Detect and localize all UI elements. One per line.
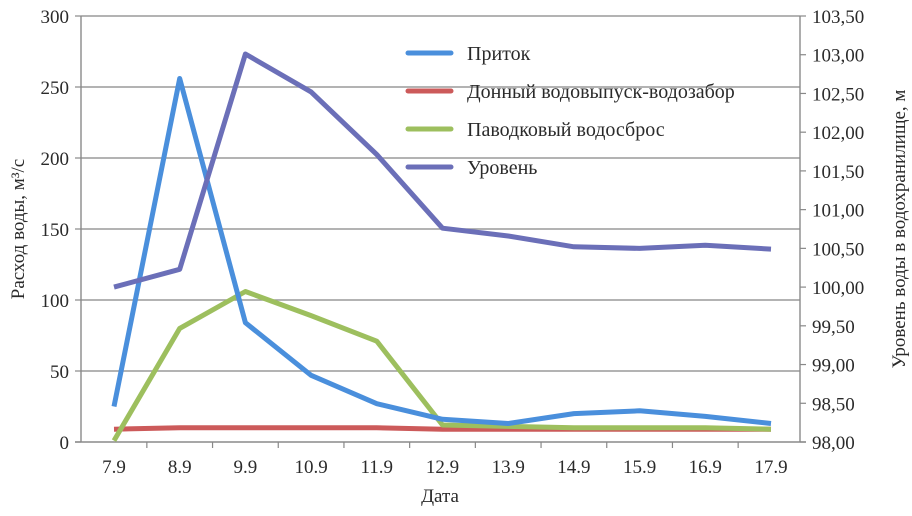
legend-item: Приток xyxy=(405,43,531,65)
y-right-tick-label: 100,50 xyxy=(812,239,864,260)
y-right-tick-label: 102,50 xyxy=(812,84,864,105)
y-tick-label: 250 xyxy=(41,78,70,99)
legend-label: Приток xyxy=(467,43,531,65)
x-tick-label: 13.9 xyxy=(492,457,525,478)
series-lines xyxy=(111,51,772,442)
legend-label: Паводковый водосброс xyxy=(467,119,665,141)
y-right-tick-label: 103,00 xyxy=(812,46,864,67)
x-tick-label: 16.9 xyxy=(689,457,722,478)
legend-item: Паводковый водосброс xyxy=(405,119,665,141)
y-axis-right-label: Уровень воды в водохранилище, м xyxy=(889,90,910,369)
series-line-4 xyxy=(113,51,772,290)
series-line-3 xyxy=(111,289,772,442)
y-tick-label: 200 xyxy=(41,149,70,170)
legend-item: Донный водовыпуск-водозабор xyxy=(405,81,735,103)
x-tick-label: 12.9 xyxy=(426,457,459,478)
gridlines xyxy=(81,15,800,372)
x-tick-label: 15.9 xyxy=(623,457,656,478)
y-tick-label: 100 xyxy=(41,291,70,312)
x-tick-label: 14.9 xyxy=(557,457,590,478)
x-tick-label: 8.9 xyxy=(168,457,192,478)
y-right-tick-label: 98,00 xyxy=(812,433,855,454)
y-tick-label: 50 xyxy=(50,362,69,383)
y-right-tick-label: 98,50 xyxy=(812,394,855,415)
legend-item: Уровень xyxy=(405,157,537,179)
x-tick-label: 17.9 xyxy=(754,457,787,478)
y-right-tick-label: 102,00 xyxy=(812,123,864,144)
x-tick-label: 9.9 xyxy=(234,457,258,478)
y-tick-label: 300 xyxy=(41,7,70,28)
x-tick-label: 11.9 xyxy=(361,457,394,478)
series-line-1 xyxy=(111,76,772,426)
y-axis-left-label: Расход воды, м³/с xyxy=(8,159,29,300)
legend: Приток Донный водовыпуск-водозабор Паводко… xyxy=(405,43,735,179)
y-right-tick-label: 100,00 xyxy=(812,278,864,299)
y-axis-right-ticks: 98,00 98,50 99,00 99,50 100,00 100,50 101,00 10… xyxy=(800,7,864,454)
y-right-tick-label: 101,00 xyxy=(812,201,864,222)
x-axis-label: Дата xyxy=(421,486,459,507)
y-right-tick-label: 101,50 xyxy=(812,162,864,183)
y-right-tick-label: 103,50 xyxy=(812,7,864,28)
legend-label: Уровень xyxy=(467,157,537,179)
x-tick-label: 7.9 xyxy=(102,457,126,478)
legend-label: Донный водовыпуск-водозабор xyxy=(467,81,735,103)
x-axis-ticks: 7.9 8.9 9.9 10.9 11.9 12.9 13.9 14.9 15.9 16.9 17.… xyxy=(102,442,788,478)
y-tick-label: 150 xyxy=(41,220,70,241)
y-tick-label: 0 xyxy=(60,433,70,454)
x-tick-label: 10.9 xyxy=(294,457,327,478)
y-axis-left-ticks: 0 50 100 150 200 250 300 xyxy=(41,7,81,454)
y-right-tick-label: 99,00 xyxy=(812,356,855,377)
y-right-tick-label: 99,50 xyxy=(812,317,855,338)
